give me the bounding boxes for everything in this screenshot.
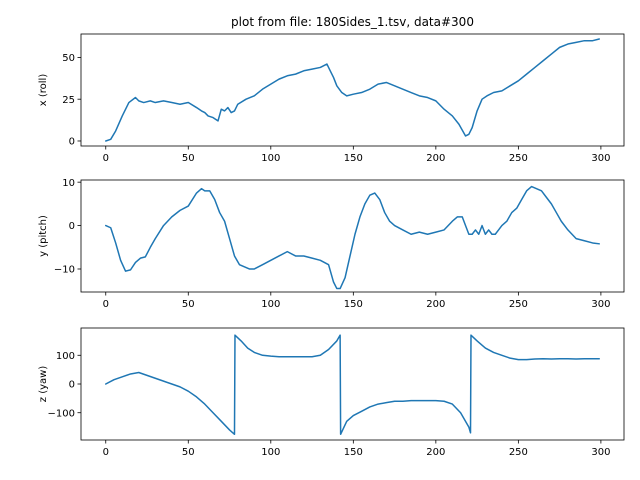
pitch-xtick-label: 200 [426,299,445,310]
roll-yticks: 0 25 50 [62,53,81,148]
yaw-xtick-label: 300 [591,447,610,458]
roll-xtick-label: 150 [344,153,363,164]
chart-title: plot from file: 180Sides_1.tsv, data#300 [231,15,474,29]
pitch-xtick-label: 50 [182,299,195,310]
pitch-yticks: −10 0 10 [54,178,81,276]
roll-xtick-label: 0 [103,153,109,164]
yaw-xtick-label: 150 [344,447,363,458]
roll-xtick-label: 100 [261,153,280,164]
yaw-ytick-label: −100 [48,408,75,419]
yaw-axes-frame [80,327,625,441]
roll-xtick-label: 200 [426,153,445,164]
pitch-xticks: 0 50 100 150 200 250 300 [103,292,610,310]
roll-xtick-label: 50 [182,153,195,164]
roll-series [105,38,600,142]
roll-ylabel: x (roll) [38,74,49,107]
pitch-ytick-label: 0 [69,221,75,232]
pitch-xtick-label: 150 [344,299,363,310]
pitch-ytick-label: −10 [54,265,75,276]
roll-ytick-label: 50 [62,53,75,64]
pitch-series-line-0 [105,185,600,290]
pitch-series [105,185,600,290]
pitch-xtick-label: 0 [103,299,109,310]
yaw-ytick-label: 0 [69,380,75,391]
yaw-ylabel: z (yaw) [38,366,49,403]
pitch-ytick-label: 10 [62,178,75,189]
roll-xtick-label: 250 [509,153,528,164]
roll-series-line-0 [105,38,600,142]
subplot-pitch: 0 50 100 150 200 250 300 −10 0 10 y (pitch) [38,178,625,310]
yaw-series [105,334,600,436]
yaw-xtick-label: 200 [426,447,445,458]
yaw-yticks: −100 0 100 [48,351,81,419]
yaw-xtick-label: 50 [182,447,195,458]
yaw-xtick-label: 100 [261,447,280,458]
roll-axes-frame [80,33,625,147]
subplot-roll: 0 50 100 150 200 250 300 0 25 50 x (roll) [38,33,625,164]
pitch-xtick-label: 250 [509,299,528,310]
pitch-axes-frame [80,179,625,293]
roll-xticks: 0 50 100 150 200 250 300 [103,146,610,164]
yaw-xtick-label: 250 [509,447,528,458]
yaw-ytick-label: 100 [56,351,75,362]
yaw-series-line-0 [105,334,600,436]
roll-xtick-label: 300 [591,153,610,164]
pitch-xtick-label: 100 [261,299,280,310]
yaw-xtick-label: 0 [103,447,109,458]
pitch-xtick-label: 300 [591,299,610,310]
roll-ytick-label: 0 [69,137,75,148]
yaw-xticks: 0 50 100 150 200 250 300 [103,440,610,458]
pitch-ylabel: y (pitch) [38,215,49,257]
roll-ytick-label: 25 [62,95,75,106]
subplot-yaw: 0 50 100 150 200 250 300 −100 0 100 z (yaw) [38,327,625,458]
